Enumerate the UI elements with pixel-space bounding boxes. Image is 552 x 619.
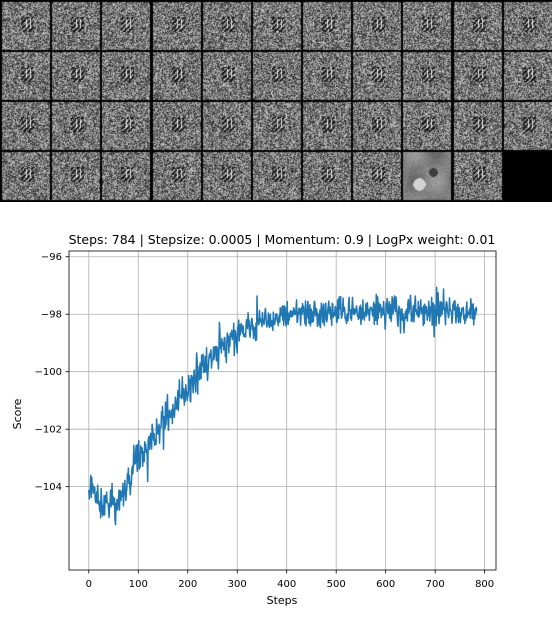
y-tick-label: −98 [41, 310, 62, 321]
score-chart-svg: Steps: 784 | Stepsize: 0.0005 | Momentum… [11, 232, 497, 607]
x-tick-label: 400 [277, 579, 296, 590]
score-chart: Steps: 784 | Stepsize: 0.0005 | Momentum… [0, 202, 552, 615]
x-tick-label: 600 [376, 579, 395, 590]
y-axis-label: Score [11, 398, 24, 429]
y-axis-ticks: −104 −102 −100 −98 −96 [35, 252, 69, 493]
plot-frame [68, 250, 497, 571]
x-tick-label: 500 [327, 579, 346, 590]
x-axis-label: Steps [267, 594, 298, 607]
y-tick-label: −96 [41, 252, 62, 263]
thumbnail-canvas [0, 0, 552, 202]
chart-title: Steps: 784 | Stepsize: 0.0005 | Momentum… [69, 232, 496, 247]
y-tick-label: −100 [35, 367, 62, 378]
y-tick-label: −104 [35, 482, 62, 493]
x-tick-label: 800 [475, 579, 494, 590]
x-tick-label: 0 [86, 579, 92, 590]
x-tick-label: 700 [426, 579, 445, 590]
x-tick-label: 100 [129, 579, 148, 590]
sample-thumbnail-grid [0, 0, 552, 202]
y-tick-label: −102 [35, 425, 62, 436]
x-tick-label: 300 [228, 579, 247, 590]
x-axis-ticks: 0 100 200 300 400 500 600 700 800 [86, 570, 494, 590]
x-tick-label: 200 [178, 579, 197, 590]
score-series-line [88, 286, 478, 526]
